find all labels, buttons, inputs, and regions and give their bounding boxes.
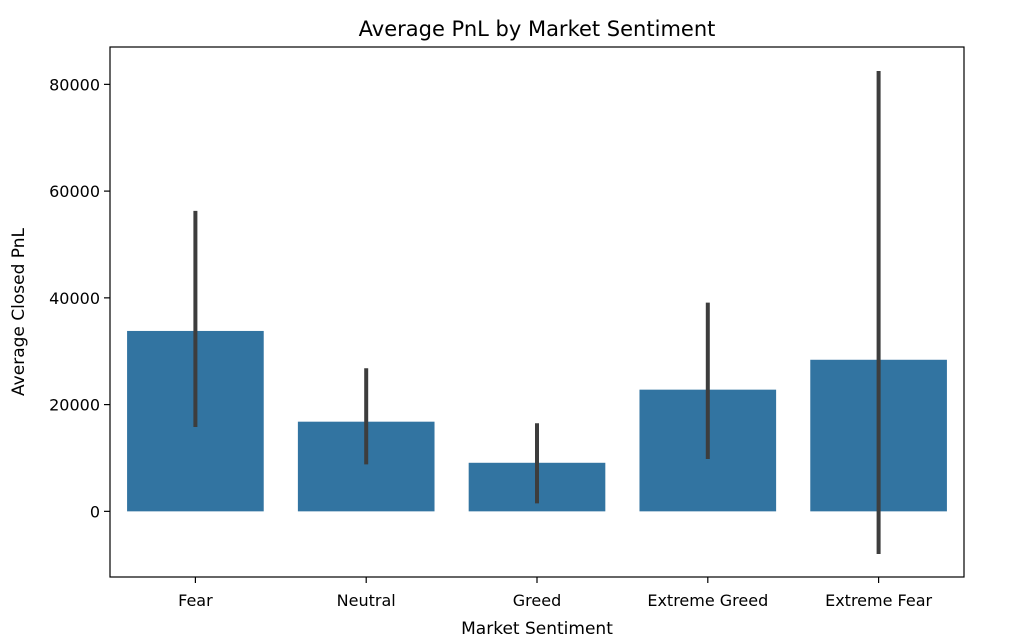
y-tick-label: 80000 bbox=[49, 75, 100, 94]
x-axis: Fear Neutral Greed Extreme Greed Extreme Fea… bbox=[178, 577, 933, 610]
y-axis-label: Average Closed PnL bbox=[9, 228, 29, 396]
y-tick-label: 20000 bbox=[49, 396, 100, 415]
y-tick-label: 40000 bbox=[49, 289, 100, 308]
y-tick-label: 60000 bbox=[49, 182, 100, 201]
x-tick-label: Extreme Greed bbox=[647, 591, 768, 610]
y-axis: 0 20000 40000 60000 80000 bbox=[49, 75, 110, 521]
x-tick-label: Neutral bbox=[337, 591, 396, 610]
x-tick-label: Fear bbox=[178, 591, 213, 610]
plot-errors bbox=[193, 71, 881, 555]
x-axis-label: Market Sentiment bbox=[461, 619, 613, 636]
x-tick-label: Greed bbox=[513, 591, 561, 610]
x-tick-label: Extreme Fear bbox=[825, 591, 932, 610]
chart-title: Average PnL by Market Sentiment bbox=[359, 17, 716, 41]
y-tick-label: 0 bbox=[90, 502, 100, 521]
